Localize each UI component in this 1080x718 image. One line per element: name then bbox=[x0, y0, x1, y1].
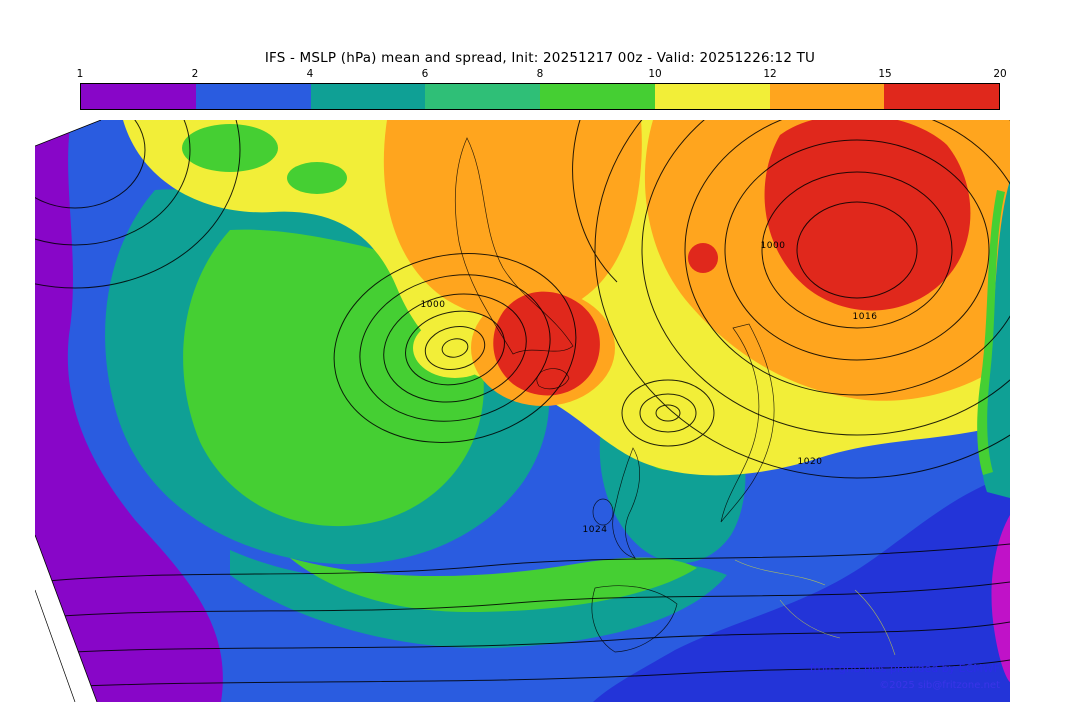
colorbar-tick: 2 bbox=[191, 68, 199, 80]
colorbar-scale bbox=[80, 83, 1000, 110]
spread-map: 1000 1000 1016 1020 1024 from grib files… bbox=[35, 120, 1010, 702]
colorbar-tick: 20 bbox=[993, 68, 1007, 80]
colorbar-tick: 15 bbox=[878, 68, 892, 80]
isobar-label: 1000 bbox=[420, 300, 446, 310]
colorbar-segment bbox=[769, 84, 885, 109]
colorbar-tick: 10 bbox=[648, 68, 662, 80]
colorbar-segment bbox=[425, 84, 540, 109]
isobar-label: 1016 bbox=[852, 312, 878, 322]
colorbar-tick: 8 bbox=[536, 68, 544, 80]
isobar-label: 1024 bbox=[582, 525, 608, 535]
page-title: IFS - MSLP (hPa) mean and spread, Init: … bbox=[264, 50, 816, 66]
colorbar-tick: 6 bbox=[421, 68, 429, 80]
colorbar-segment bbox=[310, 84, 426, 109]
colorbar-tick: 1 bbox=[76, 68, 84, 80]
colorbar-segment bbox=[195, 84, 311, 109]
colorbar-segment bbox=[540, 84, 655, 109]
isobar-label: 1000 bbox=[760, 241, 786, 251]
copyright-credit: ©2025 sib@fritzone.net bbox=[879, 680, 1000, 691]
colorbar-segment bbox=[81, 84, 196, 109]
colorbar: 1 2 4 6 8 10 12 15 20 bbox=[76, 68, 1007, 110]
spread-map-graphic bbox=[35, 120, 1010, 702]
colorbar-tick-labels: 1 2 4 6 8 10 12 15 20 bbox=[76, 68, 1007, 83]
colorbar-tick: 12 bbox=[763, 68, 777, 80]
isobar-label: 1020 bbox=[797, 457, 823, 467]
colorbar-segment bbox=[884, 84, 999, 109]
colorbar-segment bbox=[654, 84, 770, 109]
colorbar-tick: 4 bbox=[306, 68, 314, 80]
data-source-credit: from grib files provided by ECMWF bbox=[809, 662, 1000, 675]
